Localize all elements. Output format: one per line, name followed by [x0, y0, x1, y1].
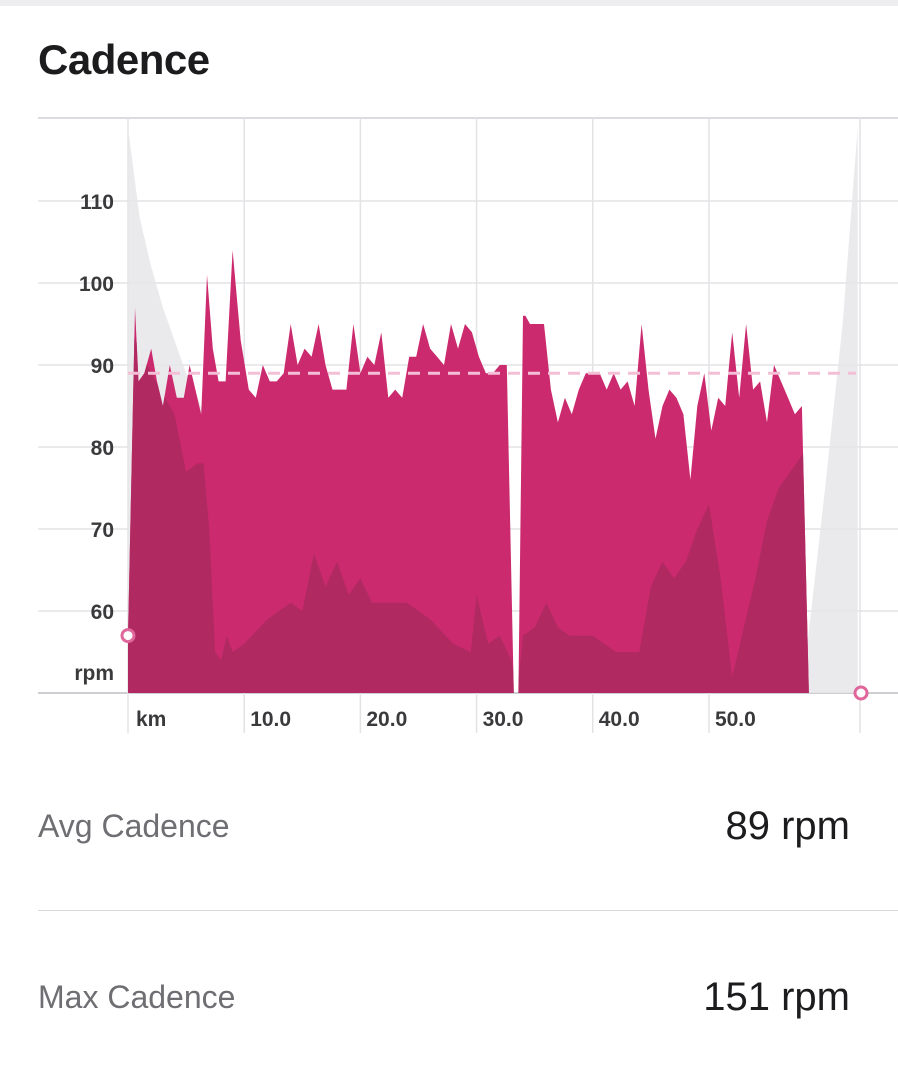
y-tick-label: 90 [91, 355, 114, 378]
end-marker [853, 685, 869, 701]
x-tick-label: 20.0 [366, 708, 407, 731]
avg-cadence-label: Avg Cadence [38, 807, 230, 844]
y-tick-label: 100 [79, 273, 114, 296]
x-tick-label: 30.0 [483, 708, 524, 731]
y-tick-label: 70 [91, 519, 114, 542]
elevation-overlay-area [128, 324, 858, 693]
max-cadence-label: Max Cadence [38, 978, 236, 1015]
avg-cadence-row: Avg Cadence 89 rpm [38, 796, 850, 856]
y-axis-unit-label: rpm [74, 662, 114, 685]
stat-divider [38, 910, 898, 911]
x-axis-unit-label: km [136, 708, 166, 731]
section-title: Cadence [38, 36, 210, 83]
x-tick-label: 40.0 [599, 708, 640, 731]
avg-cadence-value: 89 rpm [725, 803, 851, 848]
max-cadence-row: Max Cadence 151 rpm [38, 967, 850, 1027]
start-marker [120, 628, 136, 644]
y-tick-label: 60 [91, 601, 114, 624]
y-tick-label: 80 [91, 437, 114, 460]
x-tick-label: 10.0 [250, 708, 291, 731]
max-cadence-value: 151 rpm [703, 974, 850, 1019]
top-strip [0, 0, 898, 6]
x-tick-label: 50.0 [715, 708, 756, 731]
y-tick-label: 110 [80, 191, 114, 214]
